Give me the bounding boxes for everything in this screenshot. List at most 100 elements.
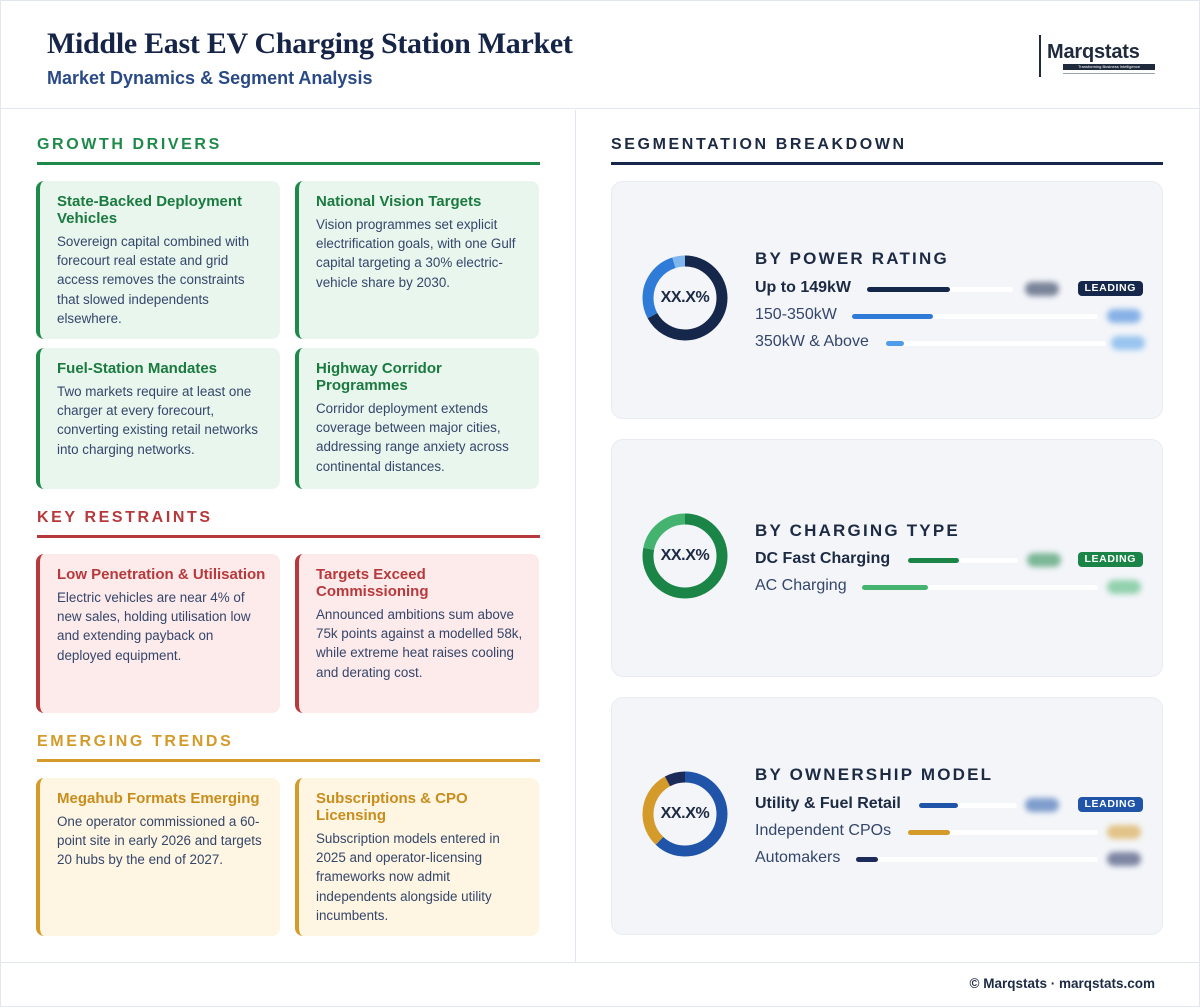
restraint-card: Targets Exceed Commissioning Announced a… <box>295 554 539 713</box>
segment-row: Automakers <box>755 849 1143 869</box>
marqstats-logo: Marqstats Transforming Business Intellig… <box>1039 35 1159 77</box>
segment-row: Independent CPOs <box>755 822 1143 842</box>
segment-track <box>856 857 1098 862</box>
trend-card-title: Megahub Formats Emerging <box>57 790 260 807</box>
segment-name: Automakers <box>755 849 841 866</box>
segmentation-heading: SEGMENTATION BREAKDOWN <box>611 136 907 153</box>
segment-row: Up to 149kW LEADING <box>755 279 1143 299</box>
driver-card-title: State-Backed Deployment Vehicles <box>57 193 243 227</box>
segment-row: Utility & Fuel Retail LEADING <box>755 795 1143 815</box>
segment-name: Independent CPOs <box>755 822 892 839</box>
restraint-card-body: Electric vehicles are near 4% of new sal… <box>57 590 251 663</box>
emerging-trends-heading: EMERGING TRENDS <box>37 733 234 750</box>
leading-badge: LEADING <box>1077 797 1143 812</box>
restraint-card-title: Targets Exceed Commissioning <box>316 566 429 600</box>
segment-track <box>919 803 1017 808</box>
segment-bar <box>852 314 934 319</box>
key-restraints-heading: KEY RESTRAINTS <box>37 509 213 526</box>
segment-name: Up to 149kW <box>755 279 852 296</box>
donut-ring <box>642 771 728 857</box>
donut-chart: XX.X% <box>640 253 730 343</box>
segment-track <box>886 341 1106 346</box>
segment-row: 150-350kW <box>755 306 1143 326</box>
driver-card-body: Sovereign capital combined with forecour… <box>57 234 250 326</box>
segment-panel-power-rating: XX.X% BY POWER RATING Up to 149kW LEADIN… <box>611 181 1163 419</box>
donut-chart: XX.X% <box>640 511 730 601</box>
segment-bar <box>919 803 959 808</box>
donut-chart: XX.X% <box>640 769 730 859</box>
segment-bar <box>886 341 904 346</box>
key-restraints-rule <box>37 535 540 538</box>
driver-card-title: National Vision Targets <box>316 193 482 210</box>
page-subtitle: Market Dynamics & Segment Analysis <box>47 68 373 88</box>
segment-value-blurred <box>1025 282 1059 296</box>
segment-row: 350kW & Above <box>755 333 1145 353</box>
segmentation-rule <box>611 162 1163 165</box>
segment-name: DC Fast Charging <box>755 550 891 567</box>
segment-row: DC Fast Charging LEADING <box>755 550 1143 570</box>
segment-name: 350kW & Above <box>755 333 869 350</box>
segment-track <box>908 830 1098 835</box>
driver-card-body: Two markets require at least one charger… <box>57 384 258 457</box>
donut-segment-2 <box>642 255 728 341</box>
driver-card-title: Highway Corridor Programmes <box>316 360 442 394</box>
driver-card-body: Corridor deployment extends coverage bet… <box>316 401 509 474</box>
donut-segment-1 <box>642 513 728 599</box>
page-title: Middle East EV Charging Station Market <box>47 27 573 60</box>
segment-track <box>908 558 1018 563</box>
donut-segment-1 <box>642 771 728 857</box>
donut-segment-1 <box>642 255 728 341</box>
segment-value-blurred <box>1107 580 1141 594</box>
segment-row: AC Charging <box>755 577 1143 597</box>
driver-card: Fuel-Station Mandates Two markets requir… <box>36 348 280 489</box>
segment-value-blurred <box>1025 798 1059 812</box>
driver-card-body: Vision programmes set explicit electrifi… <box>316 217 516 290</box>
donut-center-label: XX.X% <box>660 289 710 306</box>
footer-copyright: © Marqstats · marqstats.com <box>969 976 1156 991</box>
logo-wordmark: Marqstats <box>1047 41 1140 63</box>
segment-title: BY CHARGING TYPE <box>755 521 960 540</box>
segment-value-blurred <box>1107 825 1141 839</box>
trend-card: Megahub Formats Emerging One operator co… <box>36 778 280 936</box>
segment-value-blurred <box>1027 553 1061 567</box>
restraint-card-title: Low Penetration & Utilisation <box>57 566 266 583</box>
segment-bar <box>856 857 878 862</box>
leading-badge: LEADING <box>1077 552 1143 567</box>
segment-track <box>862 585 1098 590</box>
growth-drivers-heading: GROWTH DRIVERS <box>37 136 222 153</box>
driver-card: National Vision Targets Vision programme… <box>295 181 539 339</box>
growth-drivers-rule <box>37 162 540 165</box>
logo-underline <box>1063 73 1155 74</box>
segment-panel-ownership-model: XX.X% BY OWNERSHIP MODEL Utility & Fuel … <box>611 697 1163 935</box>
trend-card-body: One operator commissioned a 60-point sit… <box>57 814 262 868</box>
leading-badge: LEADING <box>1077 281 1143 296</box>
donut-ring <box>642 255 728 341</box>
segment-value-blurred <box>1107 852 1141 866</box>
segment-bar <box>908 830 950 835</box>
footer: © Marqstats · marqstats.com <box>1 962 1199 1006</box>
trend-card-body: Subscription models entered in 2025 and … <box>316 831 500 923</box>
segment-title: BY POWER RATING <box>755 249 949 268</box>
segment-track <box>867 287 1013 292</box>
segment-name: Utility & Fuel Retail <box>755 795 901 812</box>
segment-track <box>852 314 1098 319</box>
driver-card: Highway Corridor Programmes Corridor dep… <box>295 348 539 489</box>
donut-center-label: XX.X% <box>660 805 710 822</box>
donut-center-label: XX.X% <box>660 547 710 564</box>
segment-value-blurred <box>1107 309 1141 323</box>
segment-bar <box>867 287 951 292</box>
segment-panel-charging-type: XX.X% BY CHARGING TYPE DC Fast Charging … <box>611 439 1163 677</box>
logo-tagline: Transforming Business Intelligence <box>1063 64 1155 70</box>
emerging-trends-rule <box>37 759 540 762</box>
segment-bar <box>908 558 959 563</box>
segment-name: 150-350kW <box>755 306 837 323</box>
header: Middle East EV Charging Station Market M… <box>1 1 1199 109</box>
segment-bar <box>862 585 929 590</box>
donut-ring <box>642 513 728 599</box>
driver-card: State-Backed Deployment Vehicles Soverei… <box>36 181 280 339</box>
segment-title: BY OWNERSHIP MODEL <box>755 765 994 784</box>
donut-segment-2 <box>642 771 728 857</box>
trend-card: Subscriptions & CPO Licensing Subscripti… <box>295 778 539 936</box>
segment-value-blurred <box>1111 336 1145 350</box>
driver-card-title: Fuel-Station Mandates <box>57 360 218 377</box>
